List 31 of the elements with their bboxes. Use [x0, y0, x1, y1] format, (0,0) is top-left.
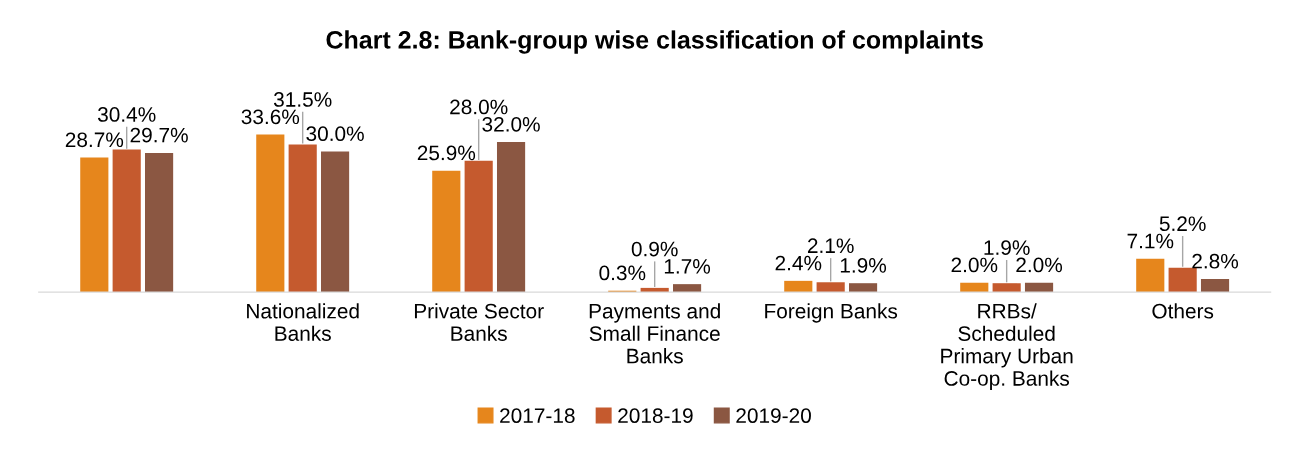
data-label: 5.2% [1159, 216, 1206, 232]
data-label: 25.9% [417, 145, 476, 161]
data-label: 1.7% [664, 259, 711, 274]
data-label: 7.1% [1127, 233, 1174, 249]
data-label: 30.4% [97, 107, 156, 122]
chart-title: Chart 2.8: Bank-group wise classification of complaints [326, 30, 983, 54]
data-label: 33.6% [241, 109, 300, 125]
data-label: 28.7% [65, 132, 124, 148]
x-tick-label: Payments and Small Finance Banks [589, 303, 720, 364]
data-label: 2.0% [1016, 257, 1063, 273]
data-label: 2.4% [775, 255, 822, 271]
data-label: 31.5% [273, 92, 332, 107]
x-tick-label: RRBs/ Scheduled Primary Urban Co-op. Banks [941, 303, 1073, 390]
x-tick-label: Others [1152, 303, 1214, 319]
x-tick-label: Foreign Banks [765, 303, 898, 323]
data-label: 32.0% [482, 116, 540, 132]
data-label: 1.9% [984, 240, 1030, 255]
x-tick-label: Private Sector Banks [414, 303, 544, 341]
data-label: 29.7% [130, 127, 188, 143]
data-label: 2.0% [951, 257, 998, 273]
data-label: 28.0% [450, 99, 508, 115]
data-label: 30.0% [306, 126, 364, 142]
legend-label: 2017-18 [500, 408, 575, 424]
data-label: 0.3% [599, 265, 646, 281]
legend-label: 2018-19 [618, 408, 693, 424]
x-tick-label: Nationalized Banks [247, 303, 359, 341]
legend-label: 2019-20 [736, 408, 811, 424]
data-label: 2.8% [1192, 253, 1239, 269]
data-label: 1.9% [840, 258, 887, 273]
data-label: 2.1% [807, 238, 854, 254]
data-label: 0.9% [631, 241, 678, 257]
